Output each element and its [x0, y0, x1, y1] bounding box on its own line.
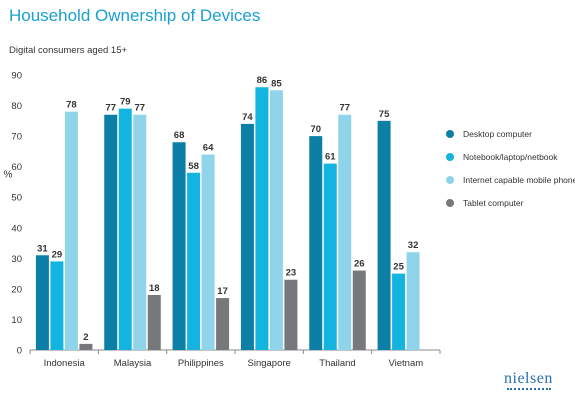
- bar: [147, 295, 161, 350]
- data-label: 85: [271, 78, 282, 89]
- x-tick-label: Vietnam: [388, 358, 423, 369]
- data-label: 32: [408, 240, 419, 251]
- y-tick-label: 30: [11, 254, 22, 265]
- legend-label: Desktop computer: [463, 129, 532, 139]
- bar: [35, 255, 49, 350]
- y-tick-label: 60: [11, 162, 22, 173]
- y-tick-label: 10: [11, 315, 22, 326]
- data-label: 18: [149, 283, 160, 294]
- data-label: 64: [203, 142, 214, 153]
- chart-subtitle: Digital consumers aged 15+: [9, 45, 128, 56]
- data-label: 74: [242, 112, 253, 123]
- data-label: 23: [286, 268, 297, 279]
- bar: [133, 114, 147, 350]
- x-tick-label: Philippines: [178, 358, 224, 369]
- chart-legend: Desktop computer Notebook/laptop/netbook I…: [446, 128, 575, 220]
- x-tick-label: Indonesia: [44, 358, 86, 369]
- bar: [201, 154, 215, 350]
- data-label: 77: [339, 103, 350, 114]
- bar: [187, 172, 201, 350]
- chart-title: Household Ownership of Devices: [9, 6, 261, 25]
- legend-label: Tablet computer: [463, 198, 524, 208]
- legend-item: Internet capable mobile phone: [446, 174, 575, 186]
- bar: [309, 136, 323, 350]
- data-label: 25: [393, 262, 404, 273]
- bar: [255, 87, 269, 350]
- bar: [240, 123, 254, 350]
- data-label: 29: [52, 249, 63, 260]
- bar: [406, 252, 420, 350]
- data-label: 75: [379, 109, 390, 120]
- x-tick-label: Malaysia: [114, 358, 152, 369]
- x-tick-label: Singapore: [248, 358, 291, 369]
- y-tick-label: 90: [11, 71, 22, 82]
- x-tick-label: Thailand: [319, 358, 355, 369]
- legend-item: Notebook/laptop/netbook: [446, 151, 575, 163]
- bar: [64, 111, 78, 351]
- bar: [284, 279, 298, 350]
- data-label: 17: [217, 286, 228, 297]
- legend-label: Notebook/laptop/netbook: [463, 152, 558, 162]
- bar: [323, 163, 337, 350]
- bar: [118, 108, 132, 350]
- y-tick-label: 0: [17, 346, 22, 357]
- data-label: 77: [134, 103, 145, 114]
- bar: [338, 114, 352, 350]
- bar: [50, 261, 64, 350]
- data-label: 86: [257, 75, 268, 86]
- bar: [104, 114, 118, 350]
- data-label: 61: [325, 152, 336, 163]
- y-tick-label: 80: [11, 101, 22, 112]
- data-label: 58: [188, 161, 199, 172]
- legend-swatch: [446, 130, 454, 138]
- data-label: 2: [83, 332, 88, 343]
- data-label: 77: [105, 103, 116, 114]
- bar: [269, 90, 283, 351]
- data-label: 68: [174, 130, 185, 141]
- data-label: 31: [37, 243, 48, 254]
- y-axis-label: %: [4, 170, 13, 181]
- legend-swatch: [446, 199, 454, 207]
- legend-item: Tablet computer: [446, 197, 575, 209]
- legend-swatch: [446, 176, 454, 184]
- bar: [79, 343, 93, 350]
- bar: [352, 270, 366, 350]
- bar: [172, 142, 186, 350]
- y-tick-label: 70: [11, 132, 22, 143]
- data-label: 26: [354, 259, 365, 270]
- bar: [377, 120, 391, 350]
- y-tick-label: 50: [11, 193, 22, 204]
- legend-swatch: [446, 153, 454, 161]
- y-tick-label: 40: [11, 223, 22, 234]
- nielsen-logo: nielsen: [504, 370, 553, 387]
- legend-label: Internet capable mobile phone: [463, 175, 575, 185]
- data-label: 70: [310, 124, 321, 135]
- legend-item: Desktop computer: [446, 128, 575, 140]
- data-label: 79: [120, 97, 131, 108]
- y-tick-label: 20: [11, 284, 22, 295]
- bar: [392, 273, 406, 350]
- bar: [216, 298, 230, 350]
- logo-underline: [507, 388, 551, 392]
- data-label: 78: [66, 100, 77, 111]
